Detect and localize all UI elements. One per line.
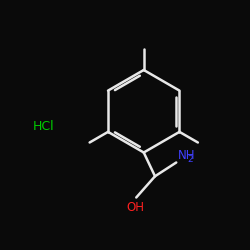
Text: HCl: HCl xyxy=(33,120,54,133)
Text: 2: 2 xyxy=(187,156,192,164)
Text: OH: OH xyxy=(126,201,144,214)
Text: NH: NH xyxy=(178,149,195,162)
